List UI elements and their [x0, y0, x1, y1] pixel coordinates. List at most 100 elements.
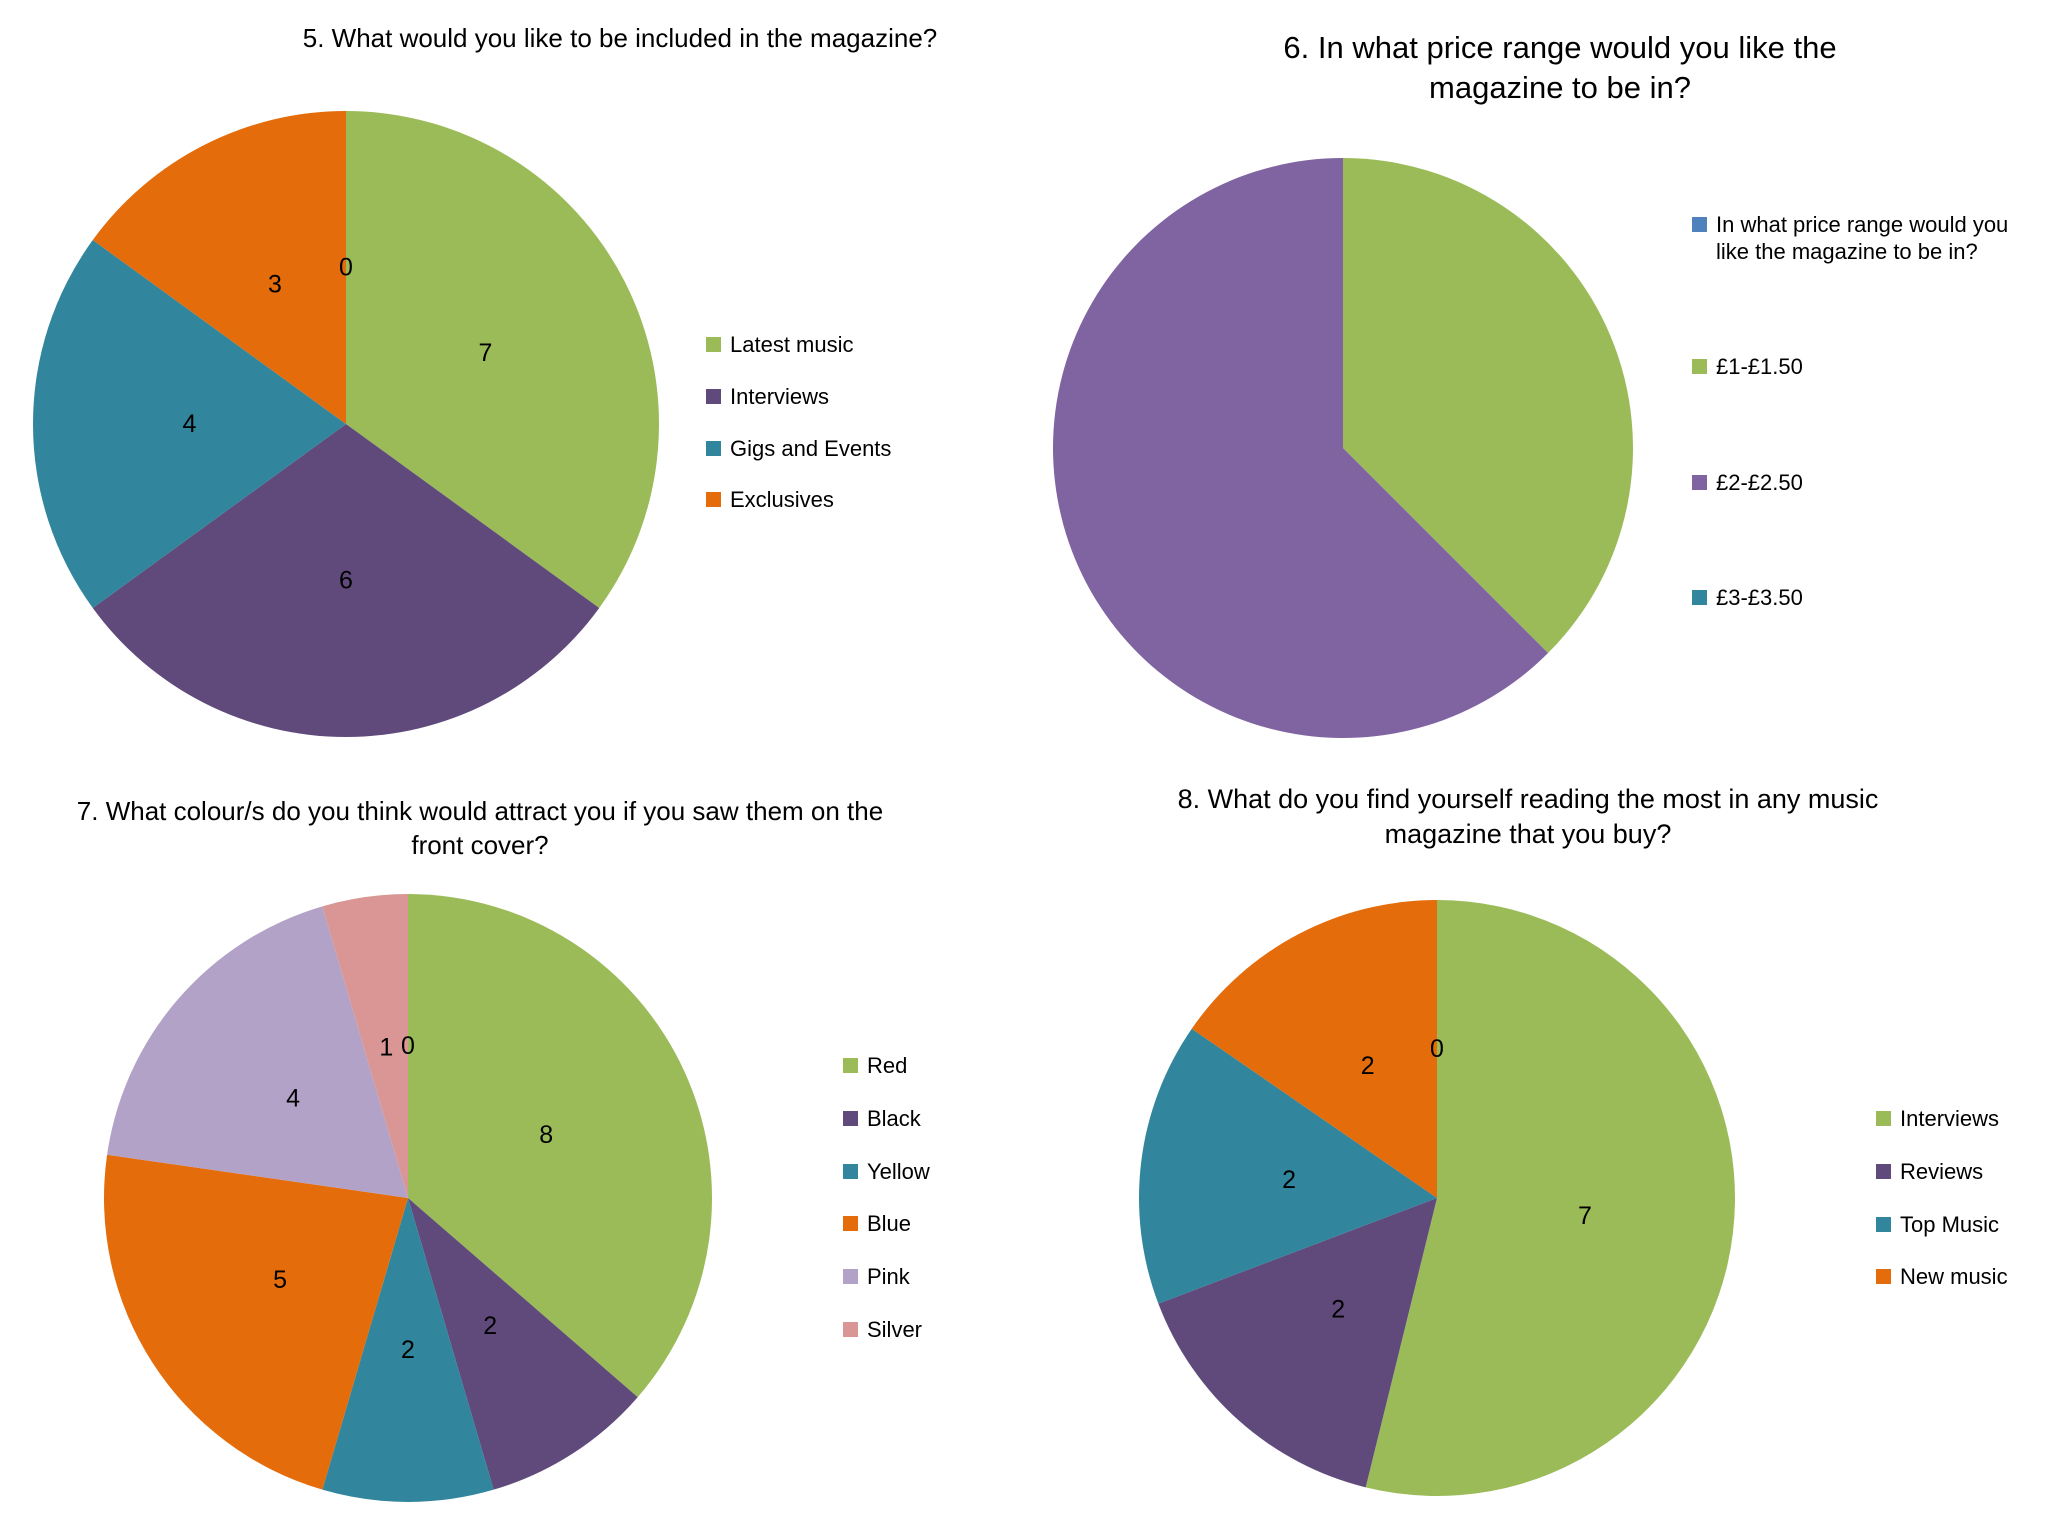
pie-slice-1: [408, 894, 712, 1398]
legend-item: In what price range would you like the m…: [1692, 212, 2022, 266]
legend-swatch: [843, 1163, 858, 1179]
chart8-pie: 0 7 2 2 2: [1139, 900, 1735, 1496]
legend-label: Silver: [867, 1317, 923, 1343]
legend-label: Reviews: [1900, 1158, 1984, 1184]
slice-value-label: 7: [478, 339, 492, 367]
pie-slice-2: [408, 1198, 638, 1490]
pie-slice-4: [104, 1154, 408, 1490]
legend-item: Gigs and Events: [706, 436, 946, 463]
slice-value-label: 0: [339, 254, 353, 282]
pie-slice-3: [1139, 1028, 1437, 1304]
slice-value-label: 5: [273, 1266, 287, 1294]
chart5-title: 5. What would you like to be included in…: [302, 23, 938, 53]
legend-item: Top Music: [1876, 1212, 2046, 1239]
slice-value-label: 0: [401, 1032, 415, 1060]
legend-item: Pink: [843, 1264, 1023, 1291]
slice-value-label: 7: [1578, 1202, 1592, 1230]
legend-item: £2-£2.50: [1692, 470, 2022, 497]
slice-value-label: 0: [1430, 1035, 1444, 1063]
pie-slice-2: [92, 424, 600, 737]
pie-slice-3: [33, 240, 346, 608]
legend-swatch: [1876, 1111, 1891, 1126]
legend-swatch: [1692, 590, 1707, 606]
legend-swatch: [1692, 217, 1707, 232]
slice-value-label: 8: [539, 1121, 553, 1149]
legend-label: Interviews: [1900, 1106, 2000, 1131]
legend-label: Gigs and Events: [730, 435, 892, 461]
legend-item: £1-£1.50: [1692, 354, 2022, 381]
legend-swatch: [843, 1110, 858, 1126]
legend-swatch: [706, 440, 721, 456]
pie-slice-3: [322, 1198, 494, 1502]
slice-value-label: 2: [1331, 1296, 1345, 1324]
slice-value-label: 4: [183, 410, 197, 438]
legend-label: Black: [867, 1105, 921, 1131]
legend-swatch: [843, 1216, 858, 1232]
legend-item: Silver: [843, 1317, 1023, 1344]
legend-swatch: [843, 1322, 858, 1338]
legend-label: Red: [867, 1053, 908, 1078]
legend-swatch: [706, 492, 721, 508]
pie-slice-1: [1365, 900, 1735, 1496]
legend-swatch: [1692, 359, 1707, 375]
slice-value-label: 2: [1282, 1166, 1296, 1194]
chart7-legend: Red Black Yellow Blue Pink Silver: [843, 1053, 1023, 1344]
pie-slice-5: [107, 906, 408, 1198]
slice-value-label: 2: [1361, 1052, 1375, 1080]
legend-item: Exclusives: [706, 487, 946, 514]
chart5-legend: Latest music Interviews Gigs and Events Exc…: [706, 332, 946, 514]
slice-value-label: 6: [339, 567, 353, 595]
chart8-title: 8. What do you find yourself reading the…: [1177, 784, 1879, 850]
legend-label: £3-£3.50: [1716, 585, 1803, 611]
chart7-title: 7. What colour/s do you think would attr…: [76, 796, 884, 860]
chart7-pie: 0 8 2 2 5 4 1: [104, 894, 712, 1502]
legend-label: £1-£1.50: [1716, 354, 1803, 380]
slice-value-label: 4: [286, 1084, 300, 1112]
slice-value-label: 2: [401, 1336, 415, 1364]
slice-value-label: 1: [379, 1034, 393, 1062]
legend-swatch: [1876, 1216, 1891, 1232]
slice-value-label: 3: [268, 271, 282, 299]
chart6-legend: In what price range would you like the m…: [1692, 212, 2022, 612]
legend-item: Yellow: [843, 1159, 1023, 1186]
legend-swatch: [843, 1269, 858, 1285]
legend-item: Red: [843, 1053, 1023, 1080]
legend-item: New music: [1876, 1264, 2046, 1291]
legend-swatch: [1692, 474, 1707, 490]
pie-slice-1: [1343, 158, 1633, 654]
legend-label: Yellow: [867, 1158, 930, 1184]
legend-swatch: [1876, 1269, 1891, 1285]
legend-item: Blue: [843, 1211, 1023, 1238]
pie-slice-4: [1191, 900, 1437, 1198]
legend-label: In what price range would you like the m…: [1716, 212, 2009, 264]
legend-swatch: [1876, 1163, 1891, 1179]
legend-swatch: [706, 388, 721, 404]
chart5-pie: 0 7 6 4 3: [33, 111, 659, 737]
legend-label: £2-£2.50: [1716, 469, 1803, 495]
chart6-title: 6. In what price range would you like th…: [1283, 30, 1837, 106]
legend-swatch: [843, 1058, 858, 1073]
pie-chart-svg: 0 7 6 4 3: [33, 111, 659, 737]
legend-item: Reviews: [1876, 1159, 2046, 1186]
legend-swatch: [706, 337, 721, 352]
legend-label: Exclusives: [730, 487, 834, 513]
pie-slice-1: [346, 111, 659, 608]
legend-label: Latest music: [730, 332, 854, 357]
legend-item: Latest music: [706, 332, 946, 359]
legend-label: Interviews: [730, 383, 830, 409]
legend-item: £3-£3.50: [1692, 585, 2022, 612]
legend-label: Blue: [867, 1211, 912, 1237]
legend-item: Black: [843, 1106, 1023, 1133]
legend-item: Interviews: [1876, 1106, 2046, 1133]
chart8-legend: Interviews Reviews Top Music New music: [1876, 1106, 2046, 1291]
pie-slice-2: [1053, 158, 1549, 738]
legend-label: New music: [1900, 1264, 2008, 1290]
pie-chart-svg: 0 7 2 2 2: [1139, 900, 1735, 1496]
pie-chart-svg: [1053, 158, 1633, 738]
legend-item: Interviews: [706, 384, 946, 411]
pie-slice-4: [92, 111, 346, 424]
legend-label: Top Music: [1900, 1211, 2000, 1237]
legend-label: Pink: [867, 1264, 910, 1290]
pie-chart-svg: 0 8 2 2 5 4 1: [104, 894, 712, 1502]
